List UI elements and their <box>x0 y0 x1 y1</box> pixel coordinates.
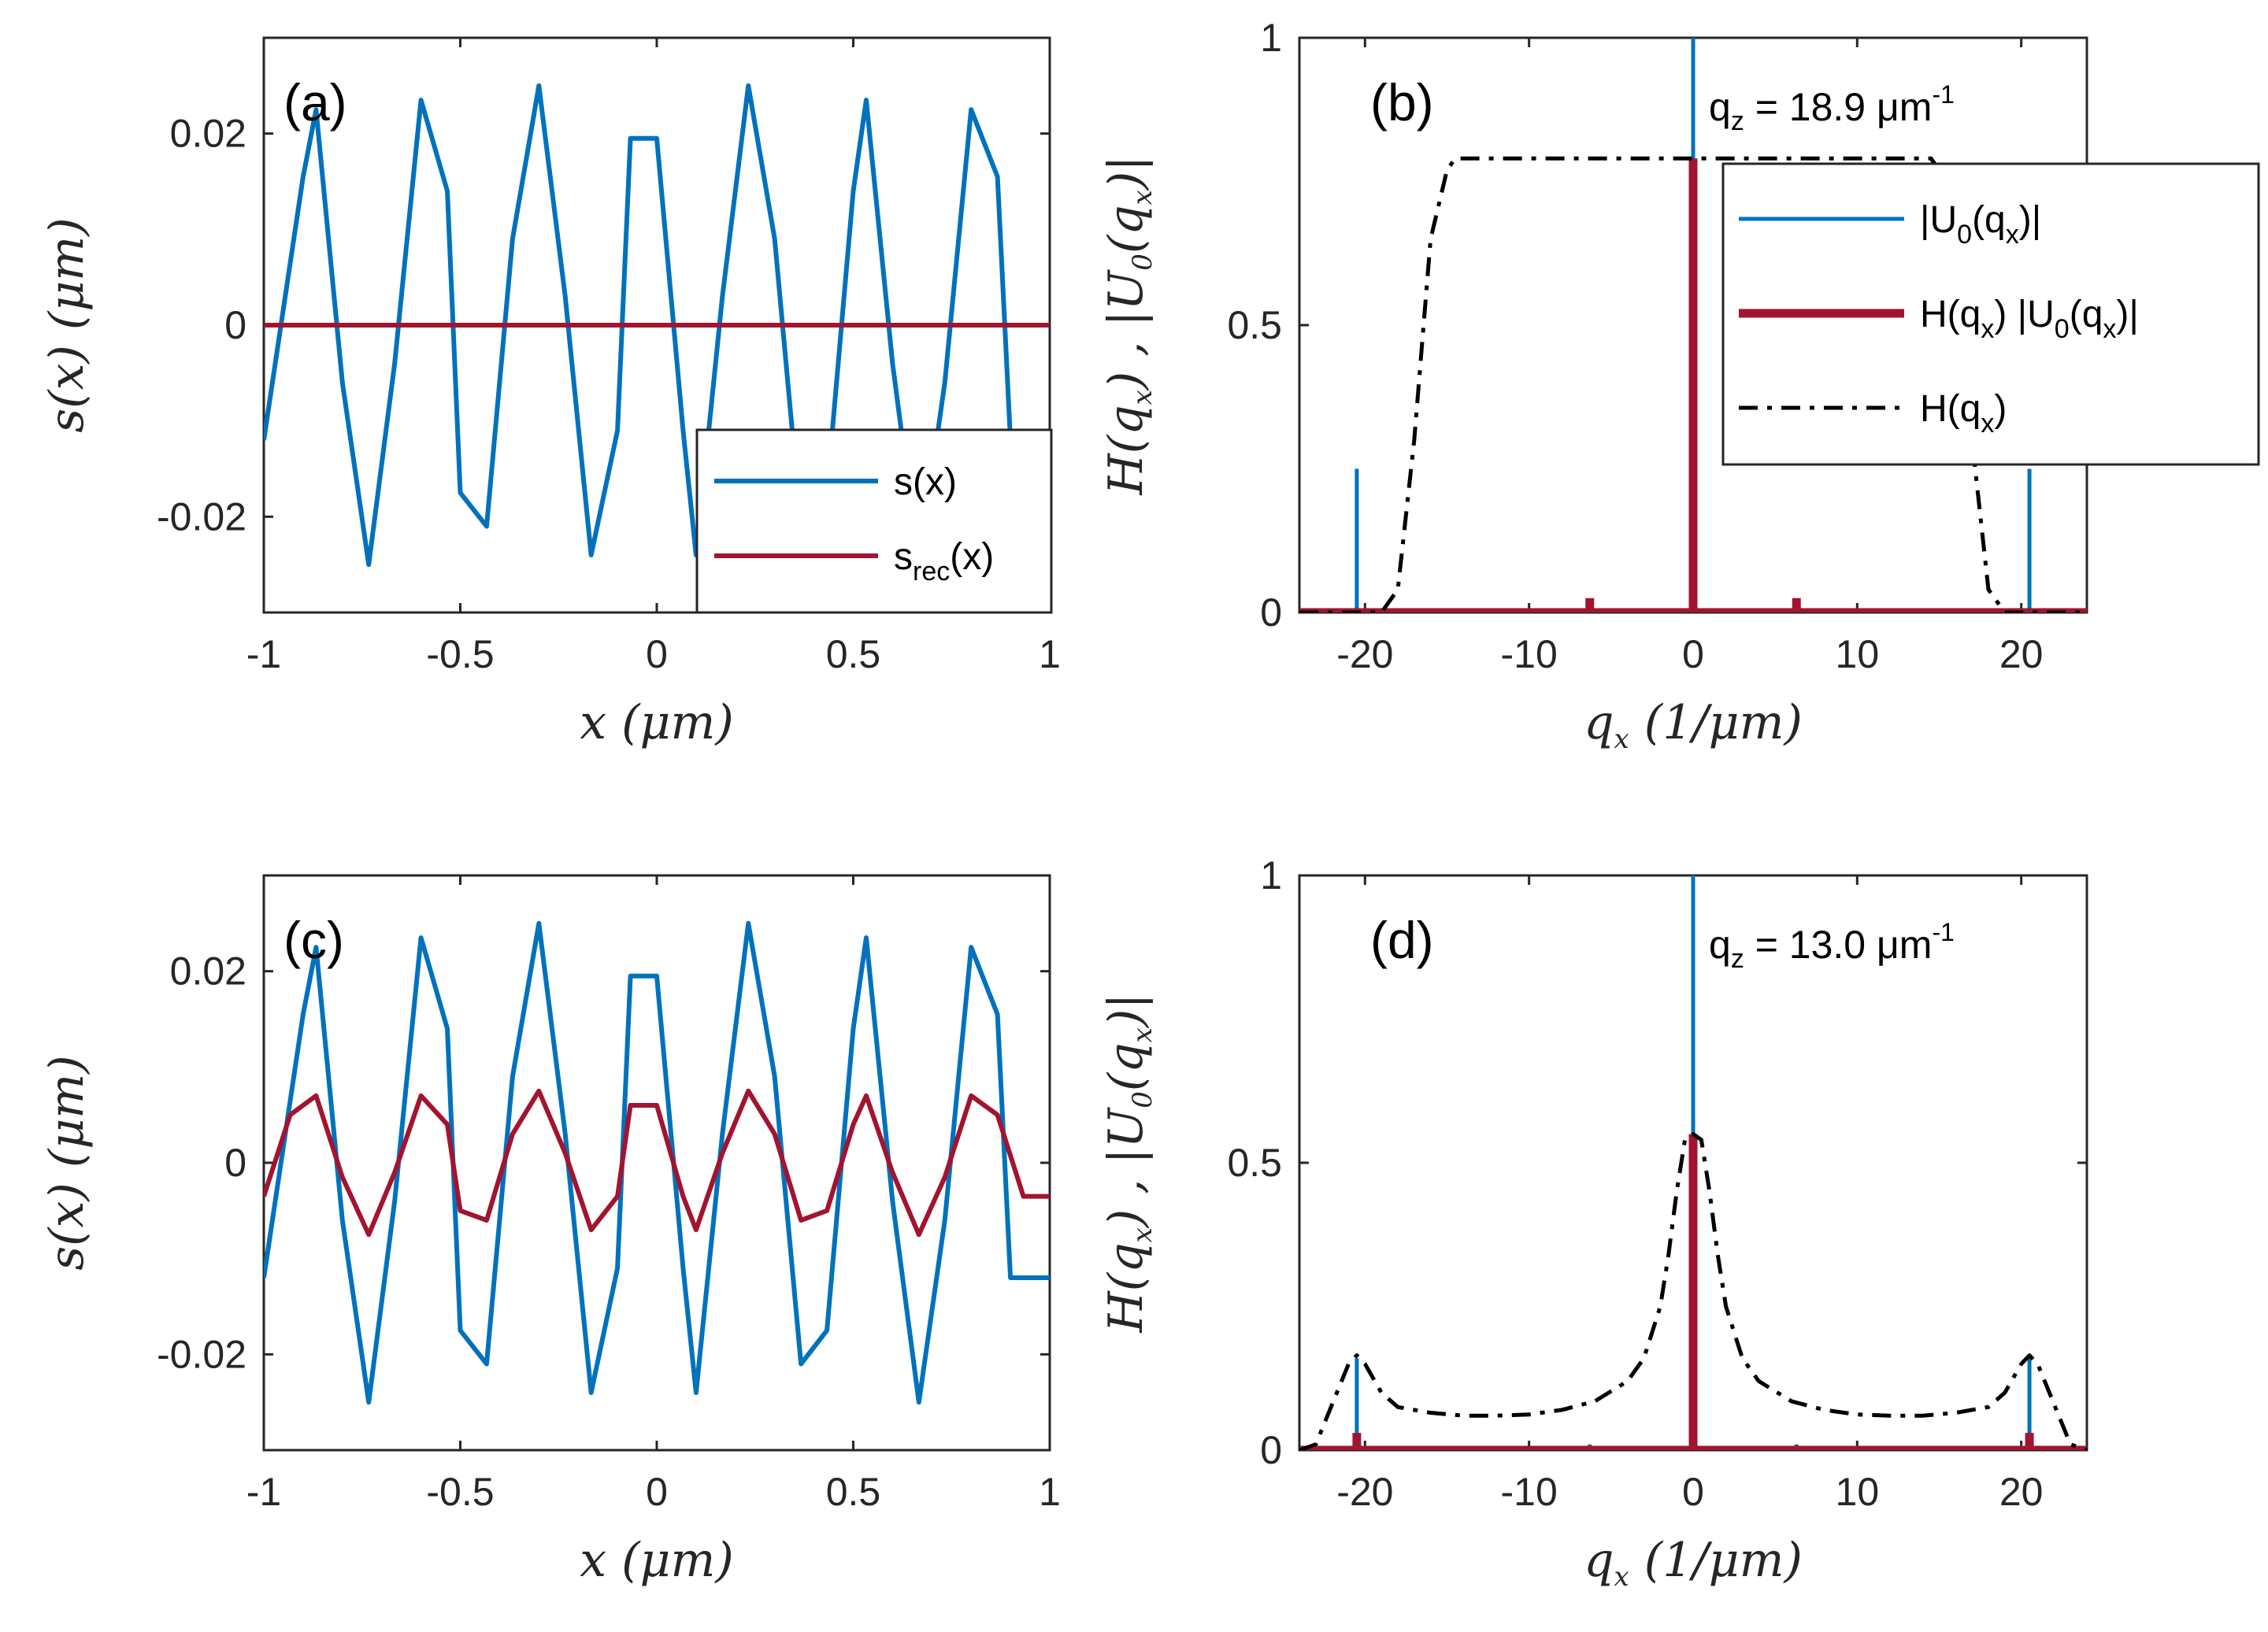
y-tick-label: 0.5 <box>1227 303 1282 347</box>
y-tick-label: 0 <box>224 1141 246 1185</box>
plot-area <box>264 920 1050 1405</box>
x-tick-label: 0 <box>646 1470 668 1514</box>
panel-label: (b) <box>1370 73 1434 131</box>
x-tick-label: 0.5 <box>826 1470 881 1514</box>
axes-box <box>262 874 1051 1452</box>
x-tick-label: 20 <box>1999 632 2044 676</box>
panel-b: -20 -10 0 10 20 0 0.5 1 qx (1/μm) H(qx) , |U0(qx)… <box>1099 16 2260 755</box>
y-tick-label: 0.5 <box>1227 1141 1282 1185</box>
legend-box <box>695 428 1053 614</box>
plot-area <box>1299 38 2087 612</box>
y-tick-label: -0.02 <box>157 1332 246 1376</box>
y-tick-label: 0.02 <box>170 112 246 156</box>
x-tick-label: 0 <box>1682 632 1704 676</box>
legend-label: srec(x) <box>894 536 994 587</box>
series-line <box>264 920 1050 1405</box>
x-tick-label: 20 <box>1999 1470 2044 1514</box>
y-axis-label: H(qx) , |U0(qx)| <box>1099 155 1158 495</box>
x-tick-label: -10 <box>1501 1470 1558 1514</box>
x-tick-label: -20 <box>1336 632 1393 676</box>
x-tick-label: -1 <box>246 1470 281 1514</box>
panel-label: (c) <box>284 911 344 969</box>
qz-annotation: qz = 13.0 μm-1 <box>1709 918 1955 974</box>
panel-label: (a) <box>284 73 347 131</box>
panel-c: -1 -0.5 0 0.5 1 -0.02 0 0.02 x (μm) s(x) (μm) (c) <box>39 874 1061 1588</box>
x-tick-label: 1 <box>1039 632 1061 676</box>
y-axis-label: H(qx) , |U0(qx)| <box>1099 993 1158 1333</box>
y-tick-label: 0.02 <box>170 949 246 994</box>
y-tick-label: 0 <box>224 303 246 347</box>
x-tick-label: 1 <box>1039 1470 1061 1514</box>
x-tick-label: 0 <box>1682 1470 1704 1514</box>
y-tick-label: 0 <box>1260 1428 1282 1472</box>
qz-annotation: qz = 18.9 μm-1 <box>1709 80 1955 136</box>
x-tick-label: 0 <box>646 632 668 676</box>
y-tick-label: 1 <box>1260 16 1282 60</box>
plot-area <box>1299 875 2087 1450</box>
panel-label: (d) <box>1370 911 1434 969</box>
legend-label: H(qx) |U0(qx)| <box>1920 294 2139 344</box>
x-tick-label: 10 <box>1836 632 1880 676</box>
x-axis-label: x (μm) <box>580 695 734 750</box>
x-tick-label: -0.5 <box>426 632 494 676</box>
x-tick-label: -10 <box>1501 632 1558 676</box>
x-tick-label: -0.5 <box>426 1470 494 1514</box>
legend-label: H(qx) <box>1920 388 2007 439</box>
x-tick-label: -1 <box>246 632 281 676</box>
x-tick-label: 10 <box>1836 1470 1880 1514</box>
y-tick-label: -0.02 <box>157 494 246 538</box>
y-tick-label: 1 <box>1260 853 1282 897</box>
panel-d: -20 -10 0 10 20 0 0.5 1 qx (1/μm) H(qx) , |U0(qx)… <box>1099 853 2088 1593</box>
x-tick-label: 0.5 <box>826 632 881 676</box>
y-axis-label: s(x) (μm) <box>39 1055 94 1270</box>
series-line <box>264 1088 1050 1238</box>
x-axis-label: x (μm) <box>580 1533 734 1588</box>
legend-label: |U0(qx)| <box>1920 199 2041 250</box>
legend-label: s(x) <box>894 461 957 503</box>
x-axis-label: qx (1/μm) <box>1584 1533 1803 1593</box>
x-tick-label: -20 <box>1336 1470 1393 1514</box>
series-line <box>1299 1132 2087 1450</box>
y-axis-label: s(x) (μm) <box>39 217 94 432</box>
x-axis-label: qx (1/μm) <box>1584 695 1803 755</box>
panel-a: -1 -0.5 0 0.5 1 -0.02 0 0.02 x (μm) s(x) (μm) (a) s… <box>39 36 1061 750</box>
y-tick-label: 0 <box>1260 590 1282 635</box>
